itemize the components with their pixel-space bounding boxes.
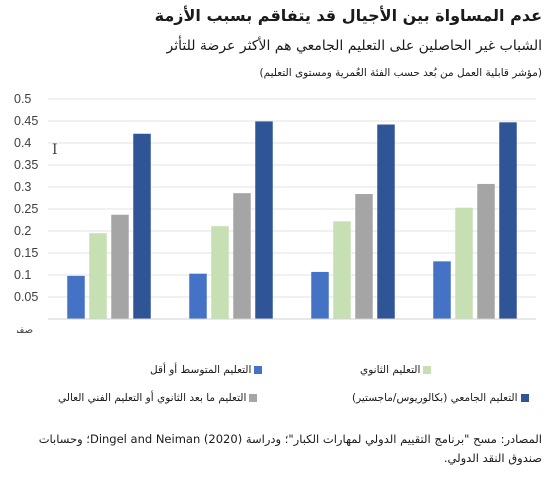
legend-swatch-series-4 xyxy=(520,394,529,402)
legend-item-series-3: التعليم ما بعد الثانوي أو التعليم الفني … xyxy=(58,392,258,404)
legend-item-series-4: التعليم الجامعي (بكالوريوس/ماجستير) xyxy=(352,392,529,404)
legend-label-series-1: التعليم المتوسط أو أقل xyxy=(150,364,252,376)
bar-group-4-series-4 xyxy=(499,122,517,319)
y-tick-label: 0.4 xyxy=(14,136,31,150)
gridlines xyxy=(48,98,536,298)
y-axis-ticks: صفر 0.05 0.1 0.15 0.2 0.25 0.3 0.35 0.4 0.45 0.5 xyxy=(13,92,38,333)
bar-group-4-series-2 xyxy=(455,207,473,319)
legend-label-series-2: التعليم الثانوي xyxy=(360,364,421,376)
bar-group-3-series-4 xyxy=(377,124,395,319)
bar-chart: صفر 0.05 0.1 0.15 0.2 0.25 0.3 0.35 0.4 0.45 0.5 xyxy=(13,92,536,333)
source-note: المصادر: مسح "برنامج التقييم الدولي لمها… xyxy=(38,432,542,465)
bar-group-4-series-3 xyxy=(477,183,495,319)
bar-group-4-series-1 xyxy=(433,261,451,319)
y-tick-label: 0.05 xyxy=(14,290,38,304)
bar-group-3-series-2 xyxy=(333,221,351,319)
chart-title: عدم المساواة بين الأجيال قد يتفاقم بسبب … xyxy=(154,6,542,25)
y-tick-label: 0.5 xyxy=(14,92,31,106)
bar-group-1-series-3 xyxy=(111,214,129,319)
y-tick-label: 0.25 xyxy=(14,202,38,216)
bar-group-1-series-2 xyxy=(89,233,107,319)
bar-group-1-series-1 xyxy=(67,275,85,319)
bar-group-2-series-4 xyxy=(255,121,273,319)
legend-swatch-series-3 xyxy=(249,394,258,402)
legend-swatch-series-1 xyxy=(254,366,263,374)
legend-label-series-3: التعليم ما بعد الثانوي أو التعليم الفني … xyxy=(58,392,247,404)
y-tick-label: 0.35 xyxy=(14,158,38,172)
bar-group-2-series-3 xyxy=(233,193,251,319)
bars xyxy=(67,121,517,319)
y-tick-label: 0.15 xyxy=(14,246,38,260)
legend-label-series-4: التعليم الجامعي (بكالوريوس/ماجستير) xyxy=(352,392,518,404)
legend-item-series-1: التعليم المتوسط أو أقل xyxy=(150,364,263,376)
bar-group-1-series-4 xyxy=(133,133,151,319)
y-tick-label: 0.2 xyxy=(14,224,31,238)
y-tick-label: صفر xyxy=(13,325,33,333)
y-tick-label: 0.45 xyxy=(14,114,38,128)
y-tick-label: 0.3 xyxy=(14,180,31,194)
chart-subtitle: الشباب غير الحاصلين على التعليم الجامعي … xyxy=(166,38,542,54)
y-tick-label: 0.1 xyxy=(14,268,31,282)
bar-group-3-series-3 xyxy=(355,194,373,319)
text-cursor-icon: I xyxy=(52,142,58,158)
legend-item-series-2: التعليم الثانوي xyxy=(360,364,432,376)
chart-note: (مؤشر قابلية العمل من بُعد حسب الفئة الع… xyxy=(259,67,542,79)
bar-group-2-series-1 xyxy=(189,273,207,319)
legend-swatch-series-2 xyxy=(423,366,432,374)
bar-group-3-series-1 xyxy=(311,271,329,319)
bar-group-2-series-2 xyxy=(211,226,229,319)
